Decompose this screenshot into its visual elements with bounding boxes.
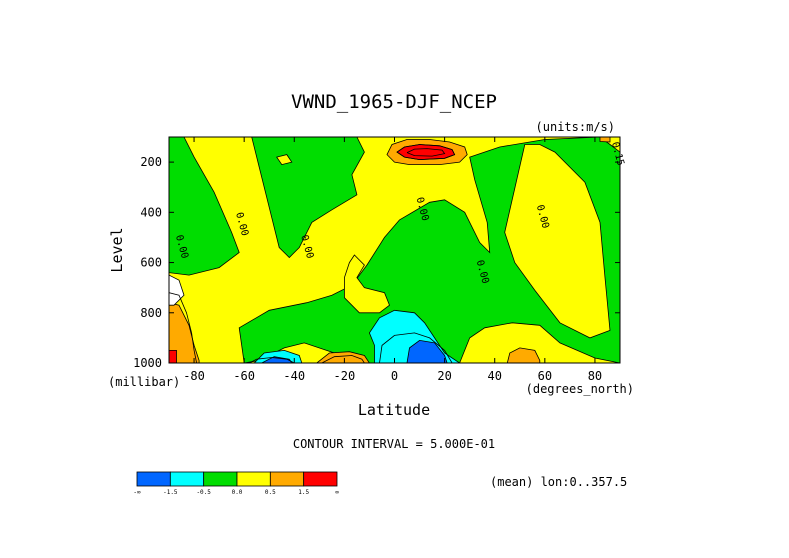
x-unit-label: (degrees_north): [526, 382, 634, 396]
contour-interval-text: CONTOUR INTERVAL = 5.000E-01: [293, 437, 495, 451]
colorbar-swatch: [269, 471, 305, 487]
units-label: (units:m/s): [536, 120, 615, 134]
x-tick-label: 80: [588, 369, 602, 383]
contour-region: [276, 154, 293, 166]
colorbar-swatch: [303, 471, 338, 487]
contour-region: [261, 356, 293, 363]
contour-line: [169, 292, 197, 363]
x-tick-label: -20: [334, 369, 356, 383]
y-tick-label: 200: [140, 155, 162, 169]
colorbar-label: -1.5: [163, 489, 178, 496]
contour-region: [169, 349, 177, 363]
colorbar-label: -∞: [133, 489, 141, 496]
contour-region: [504, 144, 611, 339]
contour-region: [599, 137, 611, 143]
y-tick-label: 600: [140, 256, 162, 270]
contour-line: [406, 148, 446, 157]
contour-region: [316, 351, 370, 363]
contour-region: [169, 302, 200, 363]
x-axis: -80 -60 -40 -20 0 20 40 60 80: [183, 137, 602, 383]
y-tick-label: 800: [140, 306, 162, 320]
x-tick-label: -80: [183, 369, 205, 383]
x-tick-label: -60: [233, 369, 255, 383]
colorbar-label: 0.0: [232, 489, 243, 496]
colorbar-label: 1.5: [298, 489, 309, 496]
colorbar-swatch: [236, 471, 271, 487]
x-tick-label: -40: [283, 369, 305, 383]
chart-title: VWND_1965-DJF_NCEP: [291, 91, 497, 113]
y-unit-label: (millibar): [108, 375, 180, 389]
colorbar-label: -0.5: [196, 489, 211, 496]
contour-region: [251, 137, 365, 259]
contour-region: [406, 339, 448, 363]
colorbar-label: ∞: [335, 489, 339, 496]
contour-region: [169, 137, 240, 276]
contour-line: [249, 357, 295, 363]
colorbar-swatch: [169, 471, 205, 487]
contour-region: [343, 254, 390, 314]
y-axis-label: Level: [108, 227, 126, 272]
contour-region: [506, 347, 541, 363]
y-tick-label: 400: [140, 205, 162, 219]
colorbar-label: 0.5: [265, 489, 276, 496]
x-tick-label: 20: [437, 369, 451, 383]
colorbar: -∞ -1.5 -0.5 0.0 0.5 1.5 ∞: [133, 471, 339, 496]
contour-line: [321, 355, 365, 363]
x-tick-label: 60: [538, 369, 552, 383]
colorbar-swatch: [203, 471, 238, 487]
plot-area: [169, 137, 620, 363]
x-tick-label: 40: [487, 369, 501, 383]
y-tick-label: 1000: [133, 356, 162, 370]
x-axis-label: Latitude: [358, 401, 430, 419]
colorbar-swatch: [136, 471, 171, 487]
contour-line: [379, 332, 453, 363]
x-tick-label: 0: [391, 369, 398, 383]
contour-lines: [169, 144, 456, 363]
mean-text: (mean) lon:0..357.5: [490, 475, 627, 489]
contour-line: [396, 144, 456, 161]
y-axis: 200 400 600 800 1000: [133, 155, 620, 370]
